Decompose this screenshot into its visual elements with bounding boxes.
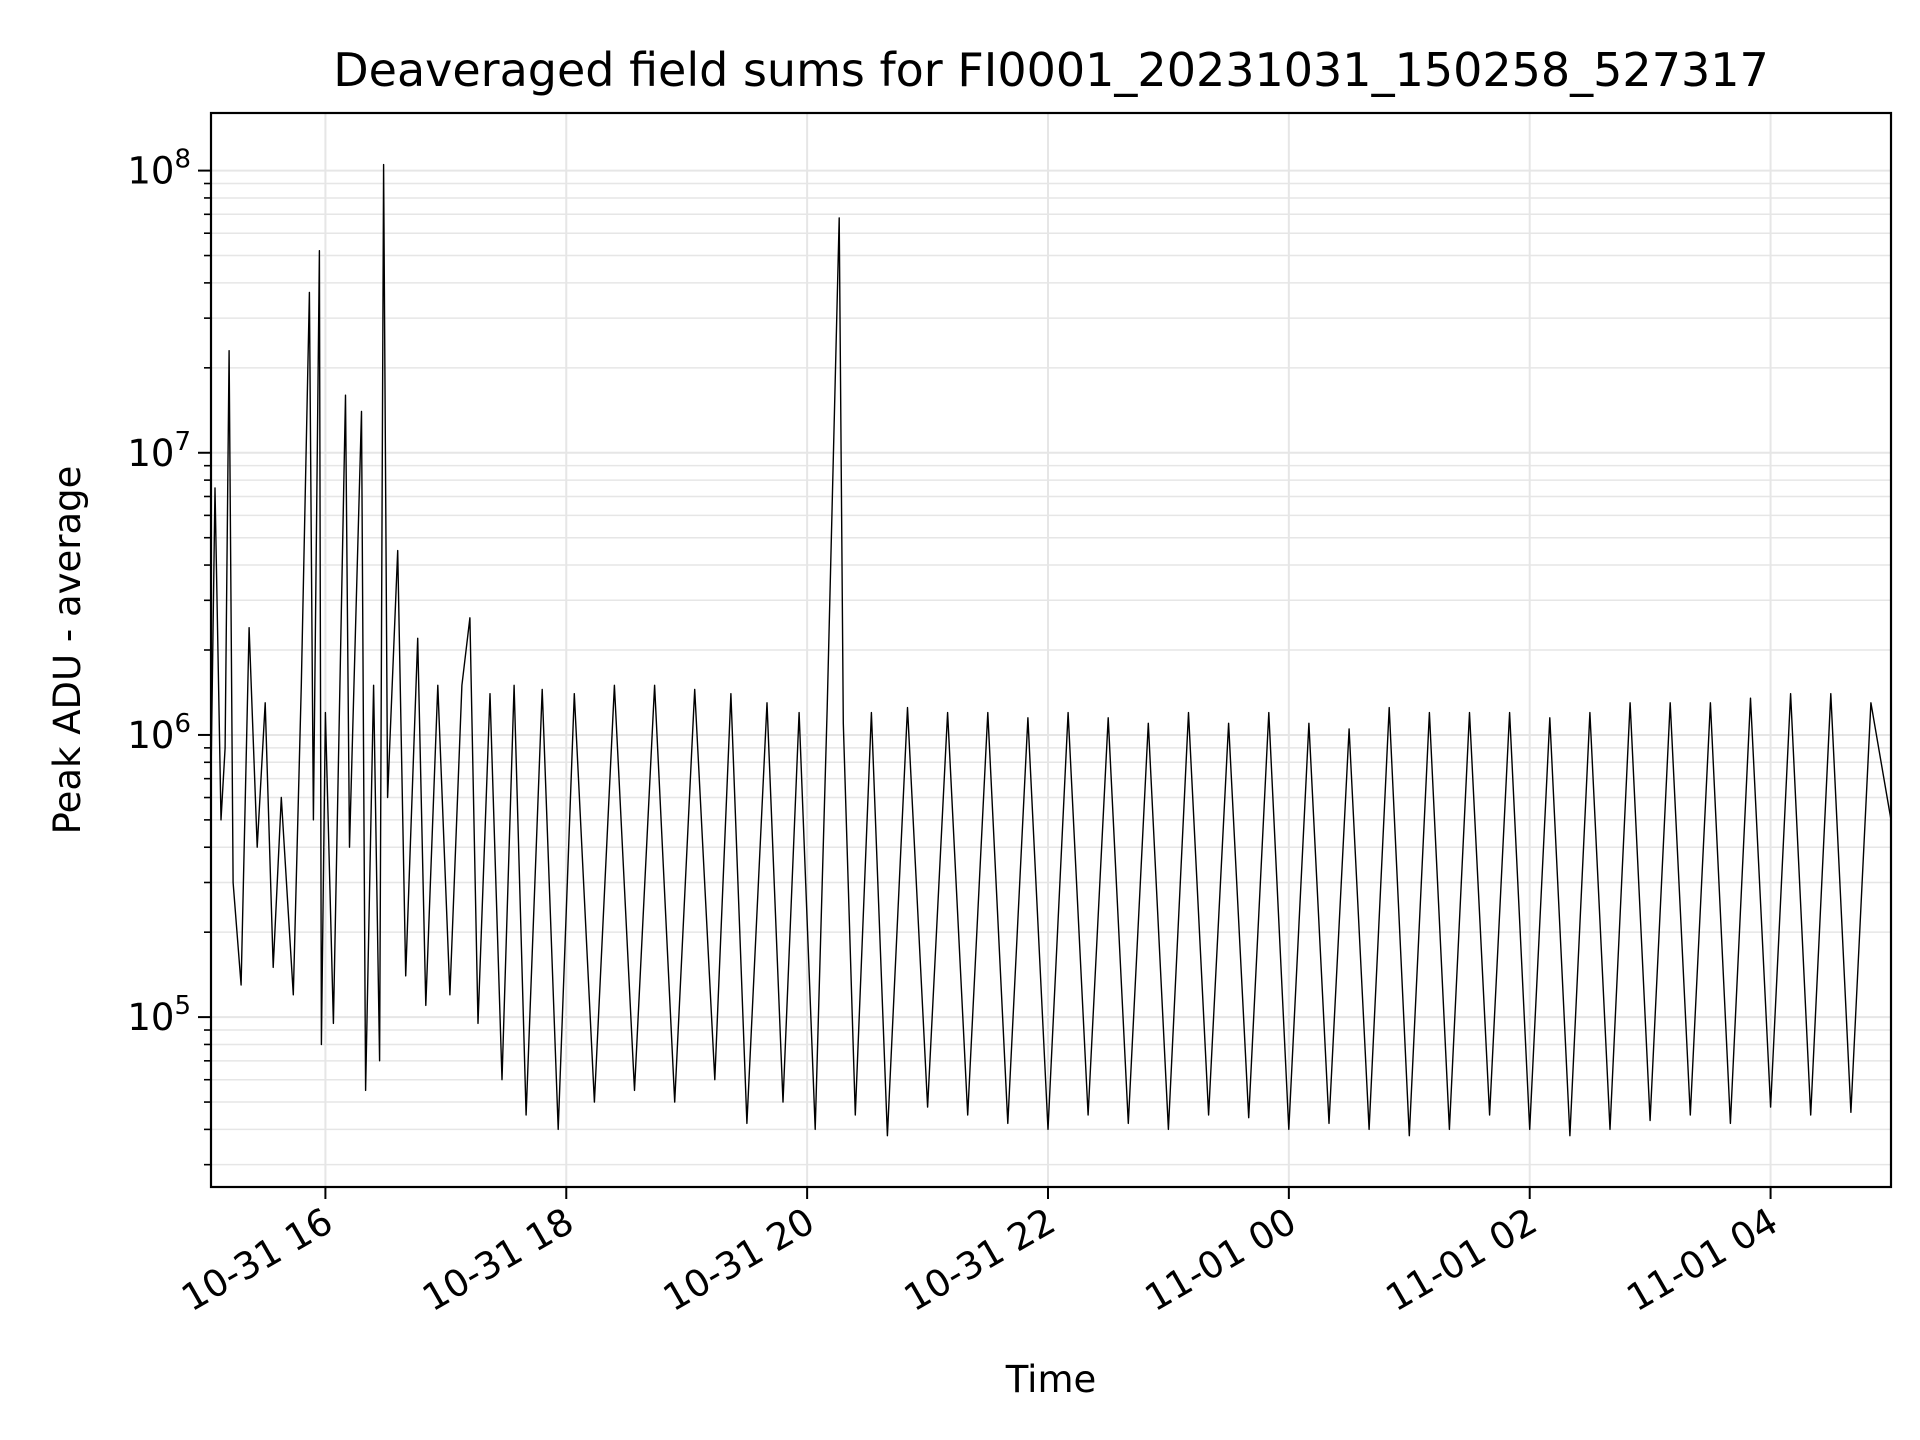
grid [211, 113, 1891, 1187]
y-tick-exponent: 8 [174, 145, 191, 175]
chart-title: Deaveraged field sums for FI0001_2023103… [333, 43, 1769, 97]
y-tick-exponent: 6 [174, 709, 191, 739]
x-axis-label: Time [1005, 1358, 1097, 1401]
y-tick-base: 10 [127, 714, 174, 757]
y-tick-base: 10 [127, 432, 174, 475]
y-tick-exponent: 5 [174, 991, 191, 1021]
y-tick-label: 108 [127, 145, 191, 193]
y-tick-label: 107 [127, 427, 191, 475]
series-layer [210, 163, 1892, 1137]
y-tick-exponent: 7 [174, 427, 191, 457]
y-tick-base: 10 [127, 996, 174, 1039]
y-axis-label: Peak ADU - average [46, 466, 89, 835]
y-tick-base: 10 [127, 150, 174, 193]
y-tick-label: 106 [127, 709, 191, 757]
y-tick-label: 105 [127, 991, 191, 1039]
series-line [210, 163, 1892, 1137]
